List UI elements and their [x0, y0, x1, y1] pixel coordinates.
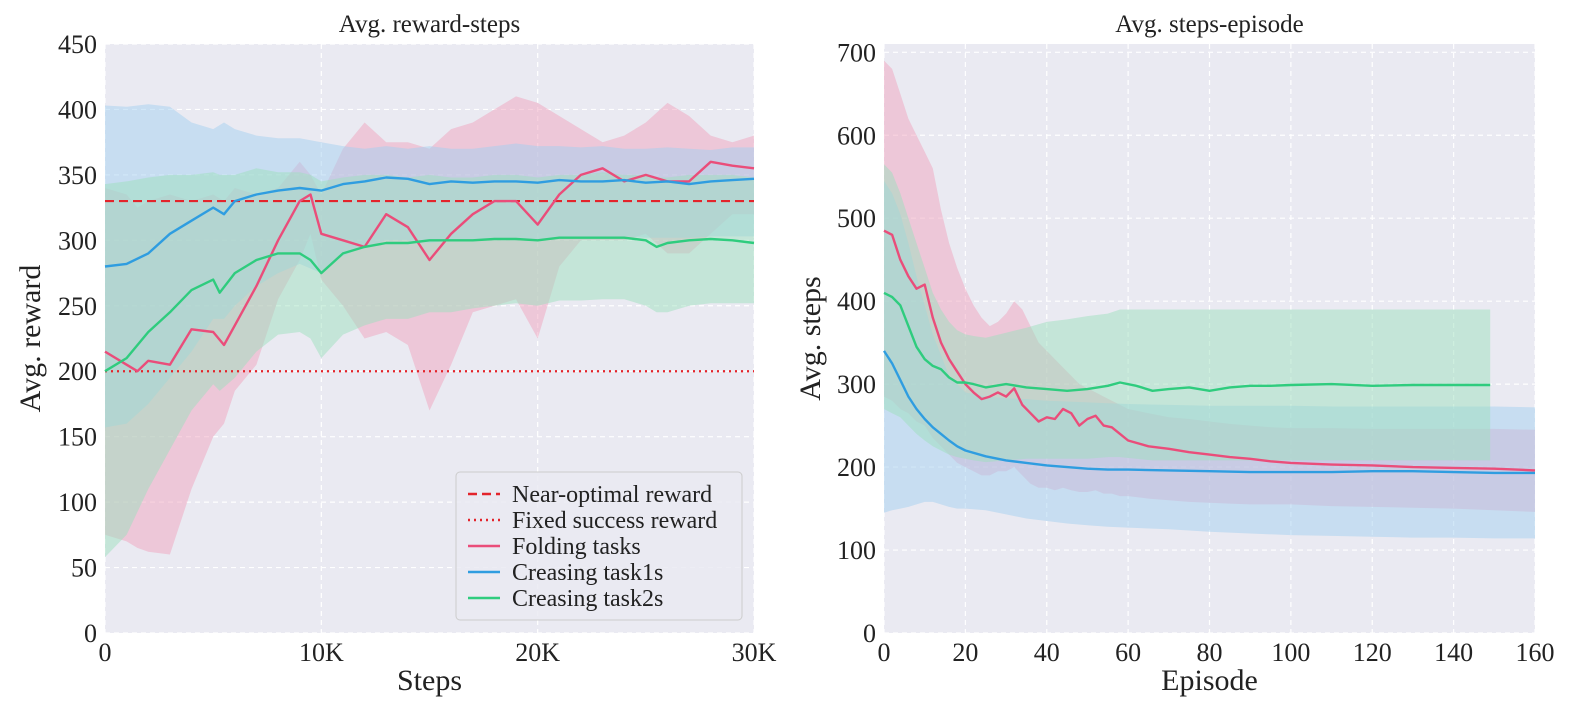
x-tick-label: 30K [732, 638, 777, 667]
y-tick-label: 0 [863, 619, 876, 648]
legend-label: Near-optimal reward [512, 482, 712, 508]
x-tick-label: 100 [1271, 638, 1310, 667]
legend-label: Fixed success reward [512, 508, 717, 534]
y-tick-label: 200 [837, 453, 876, 482]
y-tick-label: 100 [837, 536, 876, 565]
x-axis-label: Episode [1161, 664, 1258, 697]
y-tick-label: 400 [58, 95, 97, 124]
reward-steps-chart: 0 10K 20K 30K 0 50 100 150 200 250 300 350 400 450 Avg… [14, 11, 777, 697]
series-line-creasing-task1s [882, 350, 1535, 475]
series-line-folding-tasks [883, 229, 1536, 472]
y-tick-label: 0 [84, 619, 97, 648]
series-line-creasing-task1s [104, 176, 755, 268]
x-tick-label: 40 [1034, 638, 1060, 667]
y-tick-label: 250 [58, 292, 97, 321]
chart-title: Avg. steps-episode [1115, 11, 1303, 38]
legend-label: Creasing task2s [512, 586, 663, 612]
y-tick-label: 200 [58, 357, 97, 386]
y-tick-label: 400 [837, 287, 876, 316]
series-line-creasing-task2s [883, 291, 1491, 392]
x-tick-label: 0 [878, 638, 891, 667]
y-tick-label: 150 [58, 423, 97, 452]
y-tick-label: 600 [837, 121, 876, 150]
x-axis-label: Steps [397, 664, 462, 697]
y-tick-label: 700 [837, 38, 876, 67]
steps-episode-chart: 0 20 40 60 80 100 120 140 160 0 100 200 300 400 500 600… [794, 11, 1555, 697]
legend-box [455, 471, 743, 621]
x-tick-label: 80 [1197, 638, 1223, 667]
legend-label: Creasing task1s [512, 560, 663, 586]
x-tick-label: 120 [1353, 638, 1392, 667]
x-tick-label: 20K [515, 638, 560, 667]
y-tick-label: 300 [58, 226, 97, 255]
chart-title: Avg. reward-steps [339, 11, 520, 38]
x-tick-label: 60 [1115, 638, 1141, 667]
series-line-folding-tasks [104, 160, 755, 373]
y-tick-label: 50 [71, 554, 97, 583]
x-tick-label: 140 [1434, 638, 1473, 667]
x-tick-label: 160 [1516, 638, 1555, 667]
y-tick-label: 450 [58, 30, 97, 59]
x-tick-label: 10K [299, 638, 344, 667]
y-tick-label: 300 [837, 370, 876, 399]
x-tick-label: 0 [99, 638, 112, 667]
y-axis-label: Avg. reward [14, 265, 47, 413]
legend-label: Folding tasks [512, 534, 641, 560]
y-axis-label: Avg. steps [794, 276, 827, 400]
series-line-creasing-task2s [104, 236, 755, 373]
y-tick-label: 500 [837, 204, 876, 233]
y-tick-label: 350 [58, 161, 97, 190]
x-tick-label: 20 [952, 638, 978, 667]
y-tick-label: 100 [58, 488, 97, 517]
